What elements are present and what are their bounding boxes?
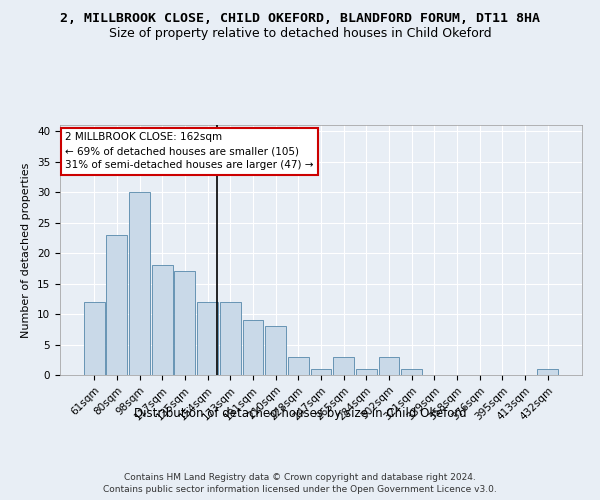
Bar — [379, 356, 400, 375]
Bar — [265, 326, 286, 375]
Text: Contains public sector information licensed under the Open Government Licence v3: Contains public sector information licen… — [103, 485, 497, 494]
Text: Contains HM Land Registry data © Crown copyright and database right 2024.: Contains HM Land Registry data © Crown c… — [124, 472, 476, 482]
Bar — [356, 369, 377, 375]
Bar — [84, 302, 104, 375]
Bar — [152, 265, 173, 375]
Text: 2, MILLBROOK CLOSE, CHILD OKEFORD, BLANDFORD FORUM, DT11 8HA: 2, MILLBROOK CLOSE, CHILD OKEFORD, BLAND… — [60, 12, 540, 26]
Text: Size of property relative to detached houses in Child Okeford: Size of property relative to detached ho… — [109, 28, 491, 40]
Bar — [333, 356, 354, 375]
Y-axis label: Number of detached properties: Number of detached properties — [22, 162, 31, 338]
Bar — [242, 320, 263, 375]
Bar — [311, 369, 331, 375]
Bar — [129, 192, 150, 375]
Text: Distribution of detached houses by size in Child Okeford: Distribution of detached houses by size … — [134, 408, 466, 420]
Bar — [106, 235, 127, 375]
Bar — [538, 369, 558, 375]
Text: 2 MILLBROOK CLOSE: 162sqm
← 69% of detached houses are smaller (105)
31% of semi: 2 MILLBROOK CLOSE: 162sqm ← 69% of detac… — [65, 132, 314, 170]
Bar — [220, 302, 241, 375]
Bar — [288, 356, 309, 375]
Bar — [175, 272, 196, 375]
Bar — [401, 369, 422, 375]
Bar — [197, 302, 218, 375]
